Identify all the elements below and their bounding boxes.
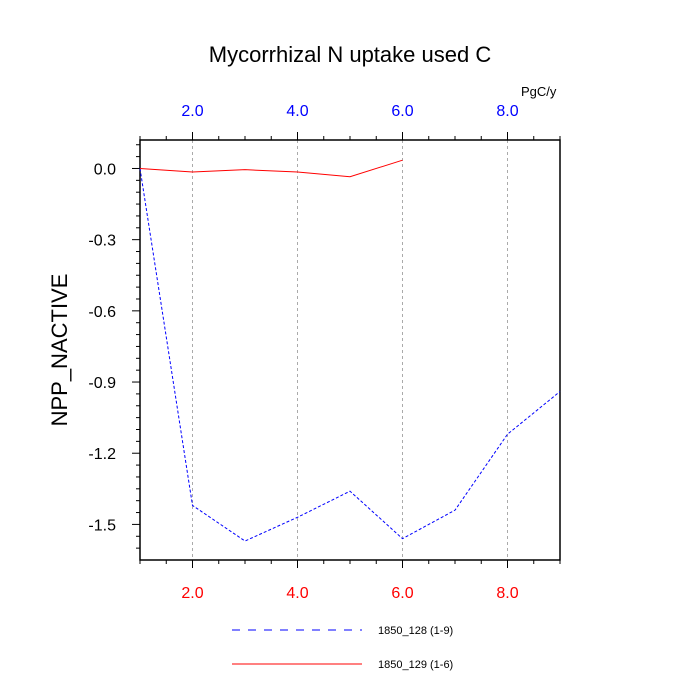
x-tick-label: 8.0: [496, 585, 518, 602]
x-top-tick-label: 8.0: [496, 103, 518, 120]
x-top-tick-label: 4.0: [286, 103, 308, 120]
x-top-tick-label: 2.0: [181, 103, 203, 120]
y-tick-label: 0.0: [94, 161, 116, 178]
y-tick-label: -1.2: [88, 446, 116, 463]
legend-label-1: 1850_128 (1-9): [378, 625, 453, 637]
legend-label-2: 1850_129 (1-6): [378, 659, 453, 671]
top-axis-units: PgC/y: [521, 84, 557, 99]
y-tick-label: -0.6: [88, 304, 116, 321]
y-tick-label: -1.5: [88, 517, 116, 534]
y-tick-label: -0.9: [88, 375, 116, 392]
series-line-1: [139, 168, 561, 542]
x-top-tick-label: 6.0: [391, 103, 413, 120]
plot-frame: [139, 139, 561, 561]
y-tick-label: -0.3: [88, 233, 116, 250]
x-tick-label: 4.0: [286, 585, 308, 602]
series-line-2: [139, 159, 403, 178]
x-tick-label: 6.0: [391, 585, 413, 602]
chart-title: Mycorrhizal N uptake used C: [208, 42, 492, 67]
x-tick-label: 2.0: [181, 585, 203, 602]
